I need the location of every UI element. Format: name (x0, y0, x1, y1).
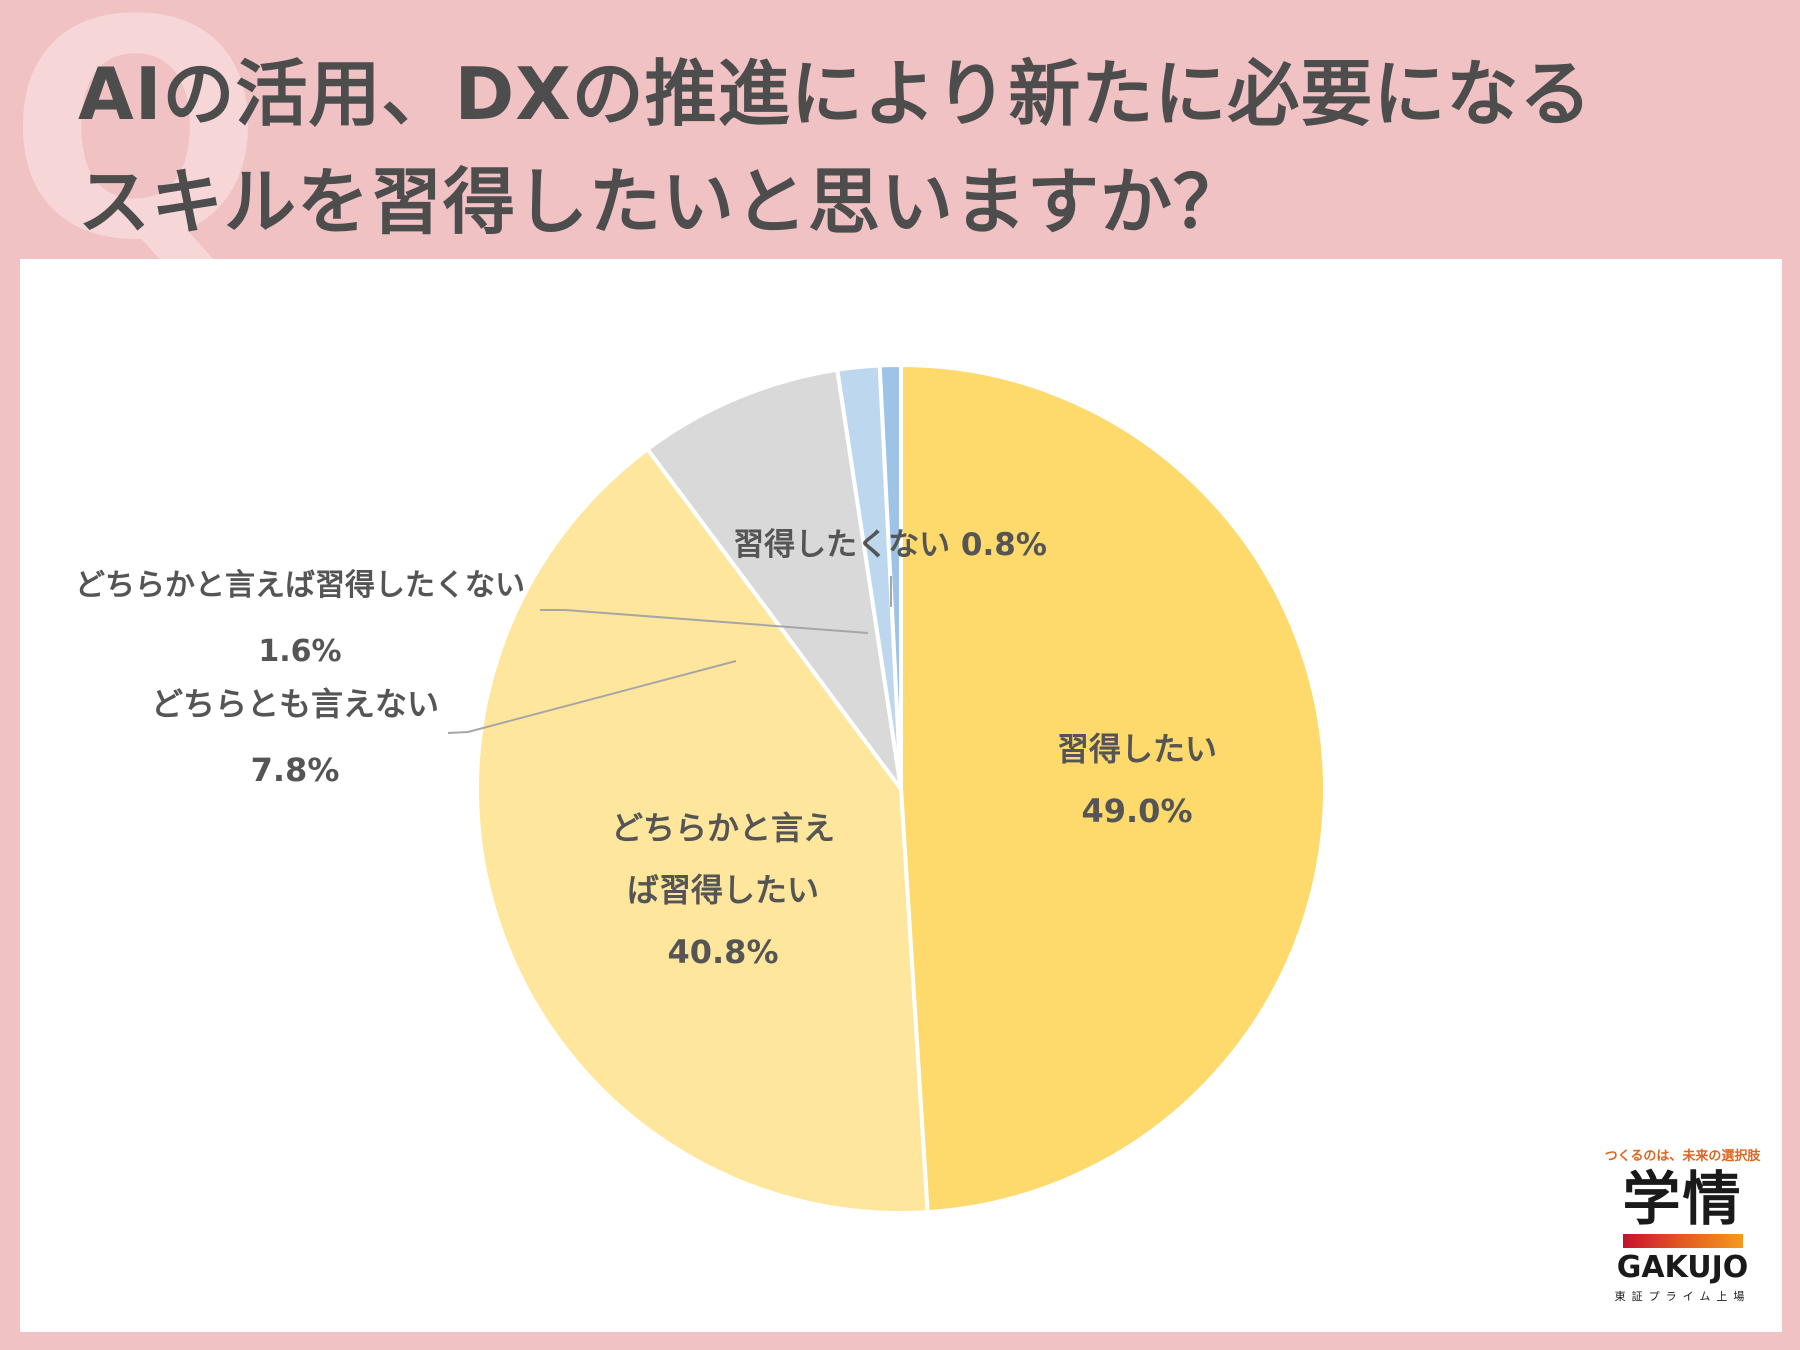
pie-slice-0 (899, 362, 1327, 1215)
logo-tagline: つくるのは、未来の選択肢 (1604, 1149, 1761, 1164)
slice-name-label-2: どちらとも言えない (151, 685, 439, 723)
slice-name-label-1-a: どちらかと言え (611, 809, 835, 847)
slice-value-label-3: 1.6% (258, 634, 341, 669)
slice-value-label-2: 7.8% (251, 751, 340, 789)
title-line-2: スキルを習得したいと思いますか？ (78, 160, 1247, 244)
gakujo-logo: つくるのは、未来の選択肢 学情 GAKUJO 東証プライム上場 (1585, 1145, 1780, 1304)
logo-kanji: 学情 (1622, 1165, 1743, 1233)
slice-name-label-1-b: ば習得したい (627, 871, 819, 909)
pie-slice-2 (644, 367, 903, 791)
pie-slice-1 (475, 446, 930, 1215)
logo-subtitle: 東証プライム上場 (1614, 1290, 1751, 1303)
page-title: AIの活用、DXの推進により新たに必要になる スキルを習得したいと思いますか？ (78, 40, 1758, 256)
slice-name-label-3: どちらかと言えば習得したくない (75, 568, 525, 603)
leader-line-2 (447, 660, 737, 734)
slice-name-label-4: 習得したくない 0.8% (733, 527, 1047, 563)
logo-english-name: GAKUJO (1616, 1250, 1749, 1285)
title-line-1: AIの活用、DXの推進により新たに必要になる (78, 52, 1593, 136)
leader-line-3 (540, 609, 869, 634)
chart-panel: 習得したい 49.0% どちらかと言え ば習得したい 40.8% どちらとも言えない 7.8… (20, 259, 1782, 1332)
q-watermark: Q (8, 0, 264, 306)
slice-value-label-0: 49.0% (1081, 792, 1192, 830)
slice-name-label-0: 習得したい (1057, 730, 1217, 768)
slice-value-label-1: 40.8% (667, 933, 778, 971)
logo-gradient-bar (1622, 1234, 1743, 1248)
